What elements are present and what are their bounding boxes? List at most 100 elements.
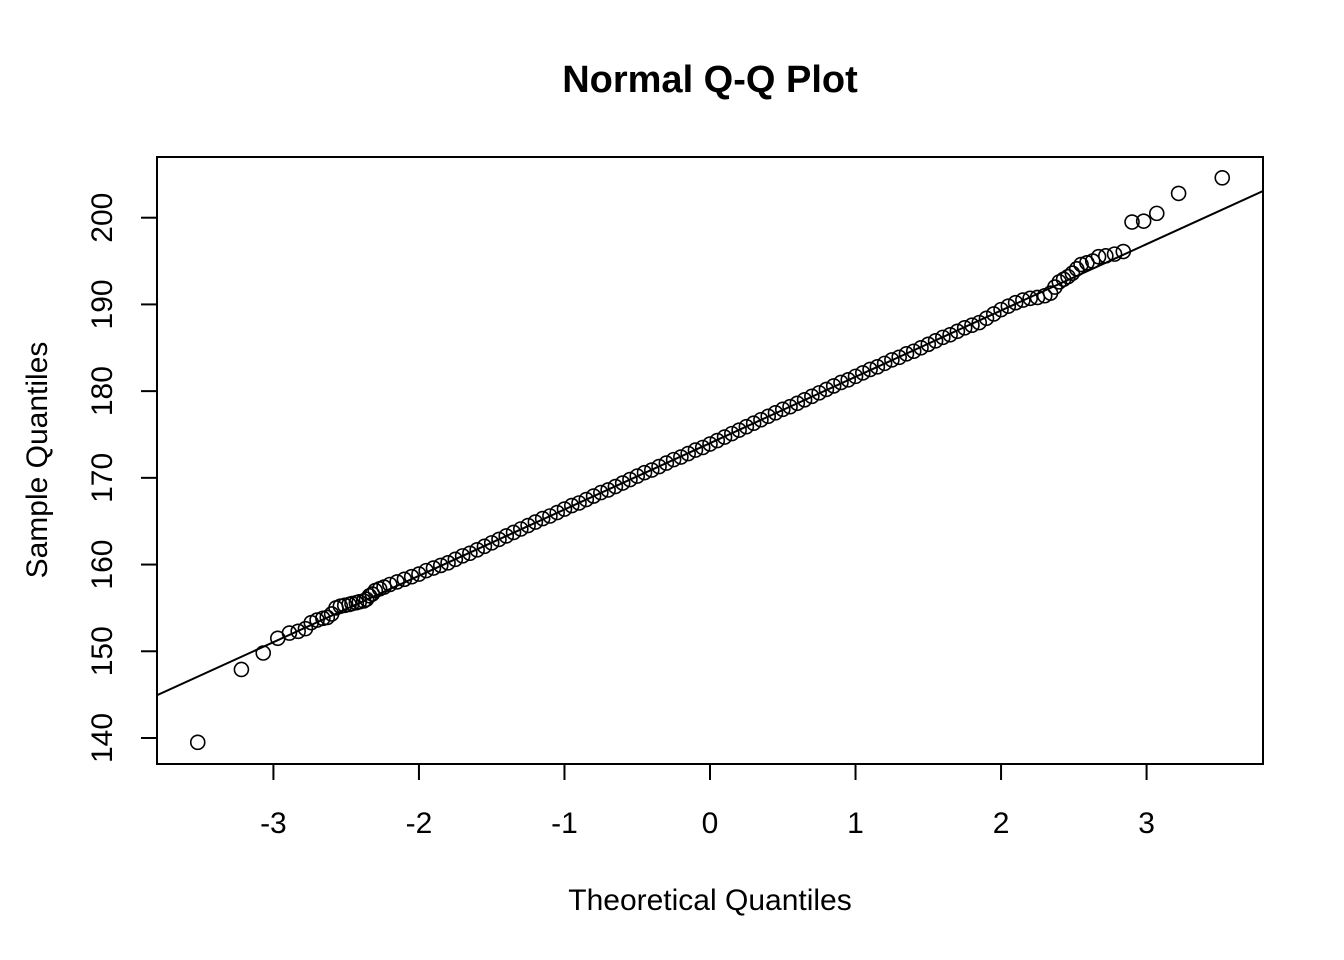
data-point	[956, 320, 973, 336]
data-point	[600, 482, 616, 498]
data-point	[687, 442, 704, 458]
data-point	[1015, 292, 1031, 308]
data-point	[1000, 298, 1017, 314]
data-point	[643, 462, 660, 478]
data-point	[833, 374, 849, 391]
data-point	[949, 323, 966, 340]
data-point	[189, 734, 206, 751]
data-point	[1170, 185, 1187, 202]
data-point	[942, 326, 958, 343]
data-point	[1022, 290, 1038, 307]
data-point	[513, 521, 529, 537]
data-point	[1073, 256, 1089, 273]
data-point	[1090, 248, 1107, 265]
data-point	[694, 439, 711, 456]
data-point	[804, 388, 820, 405]
data-point	[1098, 248, 1114, 264]
data-point	[1064, 265, 1081, 281]
data-point	[622, 471, 638, 488]
data-point	[440, 555, 456, 571]
data-point	[454, 548, 471, 564]
data-point	[233, 661, 250, 678]
y-tick-label: 150	[86, 626, 119, 676]
data-point	[614, 475, 631, 491]
data-point	[898, 346, 915, 362]
data-point	[636, 464, 653, 481]
data-point	[1007, 294, 1024, 311]
data-point	[745, 415, 762, 432]
data-point	[425, 560, 442, 576]
data-point	[920, 336, 937, 353]
data-point	[825, 378, 842, 394]
data-point	[862, 361, 878, 378]
data-point	[993, 301, 1009, 318]
data-point	[505, 524, 522, 541]
data-point	[396, 571, 413, 588]
y-tick-label: 160	[86, 540, 119, 590]
data-point	[782, 398, 798, 415]
y-tick-label: 190	[86, 279, 119, 329]
data-point	[469, 542, 485, 558]
data-point	[309, 612, 325, 628]
data-point	[818, 381, 835, 398]
data-point	[796, 391, 813, 408]
data-point	[1051, 274, 1068, 290]
y-tick-label: 140	[86, 713, 119, 763]
data-point	[432, 557, 449, 574]
data-point	[680, 445, 696, 462]
data-point	[855, 365, 871, 381]
data-point	[1047, 279, 1063, 295]
x-axis: -3 -2 -1 0 1 2 3	[260, 763, 1155, 840]
data-point	[447, 551, 464, 568]
data-point	[927, 333, 944, 349]
data-point	[476, 538, 493, 555]
data-point	[935, 329, 951, 346]
x-tick-label: -3	[260, 807, 287, 840]
data-point	[1148, 205, 1165, 222]
data-point	[724, 425, 740, 442]
data-point	[534, 510, 551, 527]
data-point	[483, 535, 500, 551]
data-point	[964, 317, 980, 334]
data-point	[358, 591, 375, 608]
data-point	[869, 359, 886, 375]
data-point	[491, 531, 507, 548]
data-point	[593, 484, 609, 501]
x-tick-label: -2	[406, 807, 433, 840]
data-point	[891, 349, 907, 366]
data-point	[1124, 214, 1140, 230]
data-points	[189, 170, 1231, 751]
data-point	[319, 609, 336, 626]
data-point	[876, 355, 893, 372]
data-point	[789, 395, 806, 412]
data-point	[1115, 243, 1132, 260]
data-point	[527, 514, 544, 530]
y-axis-label: Sample Quantiles	[21, 342, 54, 579]
data-point	[1068, 261, 1085, 277]
data-point	[716, 429, 733, 445]
data-point	[629, 468, 646, 484]
data-point	[549, 504, 565, 521]
data-point	[389, 574, 405, 590]
chart-title: Normal Q-Q Plot	[562, 59, 858, 101]
data-point	[1060, 268, 1076, 285]
data-point	[255, 645, 272, 661]
data-point	[658, 455, 675, 471]
data-point	[563, 497, 580, 514]
data-point	[498, 528, 515, 544]
y-tick-label: 180	[86, 366, 119, 416]
data-point	[1135, 213, 1152, 229]
data-point	[290, 623, 306, 640]
data-point	[585, 488, 602, 504]
data-point	[651, 458, 667, 475]
data-point	[607, 478, 624, 495]
data-point	[281, 625, 298, 641]
y-tick-label: 200	[86, 193, 119, 243]
data-point	[411, 566, 427, 582]
y-tick-label: 170	[86, 453, 119, 503]
data-point	[578, 491, 595, 508]
data-point	[418, 562, 435, 579]
data-point	[760, 408, 777, 425]
data-point	[840, 372, 857, 388]
